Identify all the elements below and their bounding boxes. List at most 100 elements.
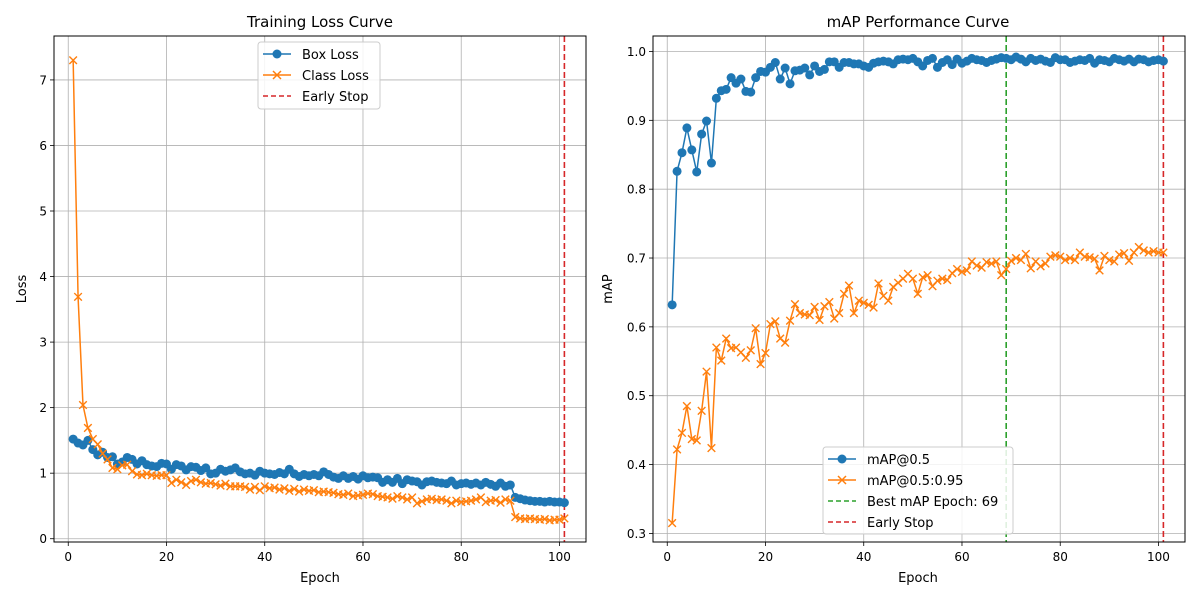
map-point-map-0-5-0-95-27 bbox=[795, 308, 805, 318]
map-point-map-0-5-0-95-29 bbox=[805, 310, 814, 320]
loss-ticks: 0 20 40 60 80 100 0 1 2 3 4 5 6 7 bbox=[39, 73, 571, 564]
map-ytick-label-5: 0.8 bbox=[627, 183, 646, 197]
map-point-map-0-5-0-95-21 bbox=[766, 319, 775, 329]
map-ytick-label-1: 0.4 bbox=[627, 458, 646, 472]
map-point-map-0-5-0-95-70 bbox=[1006, 256, 1016, 266]
map-point-map-0-5-0-95-16 bbox=[741, 353, 751, 363]
loss-xtick-label-80: 80 bbox=[454, 550, 469, 564]
map-point-map-0-5-0-95-88 bbox=[1095, 266, 1104, 275]
map-point-map-0-5-1 bbox=[667, 300, 677, 310]
loss-point-class-loss-76 bbox=[437, 495, 446, 504]
map-point-map-0-5-0-95-6 bbox=[692, 436, 702, 445]
map-point-map-0-5-0-95-37 bbox=[844, 281, 854, 290]
loss-point-class-loss-85 bbox=[481, 497, 491, 507]
map-point-map-0-5-0-95-63 bbox=[972, 261, 982, 270]
map-point-map-0-5-0-95-66 bbox=[987, 259, 996, 268]
map-point-map-0-5-3 bbox=[677, 148, 687, 158]
loss-chart-title: Training Loss Curve bbox=[246, 13, 393, 31]
loss-ytick-label-6: 6 bbox=[39, 139, 47, 153]
map-ytick-label-4: 0.7 bbox=[627, 252, 646, 266]
legend-map5095-label: mAP@0.5:0.95 bbox=[867, 474, 963, 489]
map-point-map-0-5-0-95-22 bbox=[771, 317, 780, 326]
map-ytick-label-3: 0.6 bbox=[627, 320, 646, 334]
map-ytick-label-0: 0.3 bbox=[627, 527, 646, 541]
map-point-map-0-5-2 bbox=[672, 166, 682, 176]
map-point-map-0-5-15 bbox=[736, 74, 746, 84]
loss-point-class-loss-42 bbox=[270, 483, 279, 492]
map-point-map-0-5-17 bbox=[746, 87, 756, 97]
map-plot-frame bbox=[652, 35, 1186, 543]
map-point-map-0-5-24 bbox=[780, 63, 790, 73]
loss-point-class-loss-101 bbox=[560, 514, 569, 523]
map-point-map-0-5-0-95-11 bbox=[716, 356, 726, 365]
loss-point-class-loss-13 bbox=[127, 466, 137, 476]
map-point-map-0-5-0-95-19 bbox=[756, 359, 765, 369]
map-point-map-0-5-0-95-90 bbox=[1105, 255, 1114, 265]
legend-class-loss-marker bbox=[272, 70, 282, 80]
loss-point-class-loss-97 bbox=[540, 514, 550, 524]
map-point-map-0-5-0-95-50 bbox=[908, 274, 918, 283]
loss-xtick-label-60: 60 bbox=[355, 550, 370, 564]
loss-point-class-loss-67 bbox=[393, 491, 402, 501]
map-point-map-0-5-0-95-80 bbox=[1055, 252, 1065, 261]
loss-point-class-loss-88 bbox=[496, 498, 505, 507]
loss-point-class-loss-21 bbox=[167, 478, 176, 488]
map-point-map-0-5-0-95-77 bbox=[1041, 259, 1050, 268]
map-x-axis-label: Epoch bbox=[898, 571, 938, 586]
loss-point-class-loss-40 bbox=[260, 481, 270, 491]
loss-ytick-label-4: 4 bbox=[39, 270, 47, 284]
loss-point-class-loss-46 bbox=[289, 484, 299, 494]
loss-series bbox=[68, 55, 569, 525]
map-point-map-0-5-0-95-65 bbox=[982, 257, 991, 267]
map-point-map-0-5-0-95-24 bbox=[780, 338, 790, 347]
map-point-map-0-5-0-95-45 bbox=[884, 296, 893, 305]
loss-xtick-label-20: 20 bbox=[159, 550, 174, 564]
legend-early-stop-label: Early Stop bbox=[302, 90, 369, 105]
loss-point-class-loss-26 bbox=[191, 475, 201, 485]
map-point-map-0-5-0-95-35 bbox=[834, 308, 844, 318]
map-point-map-0-5-0-95-3 bbox=[677, 428, 687, 438]
map-point-map-0-5-0-95-26 bbox=[790, 299, 800, 309]
map-point-map-0-5-0-95-74 bbox=[1026, 264, 1036, 273]
map-point-map-0-5-0-95-76 bbox=[1036, 261, 1045, 271]
loss-point-class-loss-50 bbox=[309, 485, 319, 495]
map-point-map-0-5-6 bbox=[692, 167, 702, 177]
loss-chart: 0 20 40 60 80 100 0 1 2 3 4 5 6 7 Training Loss Curve… bbox=[15, 13, 587, 586]
loss-point-class-loss-32 bbox=[221, 479, 230, 488]
map-point-map-0-5-0-95-91 bbox=[1109, 257, 1119, 266]
map-point-map-0-5-0-95-12 bbox=[721, 334, 731, 343]
map-point-map-0-5-0-95-69 bbox=[1001, 264, 1011, 274]
map-point-map-0-5-0-95-17 bbox=[746, 345, 756, 355]
map-point-map-0-5-12 bbox=[721, 84, 731, 94]
loss-point-class-loss-30 bbox=[211, 480, 220, 489]
loss-legend: Box Loss Class Loss Early Stop bbox=[257, 41, 381, 110]
map-xtick-label-80: 80 bbox=[1053, 550, 1068, 564]
map-point-map-0-5-0-95-92 bbox=[1114, 250, 1124, 259]
loss-xtick-label-0: 0 bbox=[64, 550, 72, 564]
map-point-map-0-5-0-95-83 bbox=[1070, 255, 1080, 265]
loss-point-class-loss-79 bbox=[452, 496, 461, 506]
map-point-map-0-5-0-95-72 bbox=[1016, 255, 1026, 265]
legend-map50-label: mAP@0.5 bbox=[867, 453, 930, 468]
legend-map50-marker bbox=[837, 454, 847, 464]
map-point-map-0-5-0-95-94 bbox=[1124, 256, 1134, 266]
map-xtick-label-60: 60 bbox=[954, 550, 969, 564]
loss-point-class-loss-89 bbox=[501, 495, 510, 504]
map-point-map-0-5-0-95-68 bbox=[996, 270, 1006, 280]
map-point-map-0-5-54 bbox=[928, 53, 938, 63]
map-point-map-0-5-0-95-52 bbox=[918, 273, 927, 282]
map-point-map-0-5-22 bbox=[770, 58, 780, 68]
map-point-map-0-5-0-95-9 bbox=[707, 443, 716, 453]
map-point-map-0-5-0-95-10 bbox=[712, 343, 721, 352]
loss-point-class-loss-9 bbox=[108, 463, 117, 473]
loss-point-box-loss-101 bbox=[559, 498, 569, 508]
map-point-map-0-5-29 bbox=[805, 70, 815, 80]
map-chart-title: mAP Performance Curve bbox=[827, 13, 1010, 31]
map-point-map-0-5-101 bbox=[1158, 56, 1168, 66]
loss-point-class-loss-29 bbox=[206, 478, 215, 488]
loss-point-class-loss-4 bbox=[83, 423, 93, 433]
map-point-map-0-5-0-95-73 bbox=[1021, 249, 1031, 259]
map-point-map-0-5-0-95-36 bbox=[839, 289, 849, 299]
map-point-map-0-5-0-95-30 bbox=[810, 302, 819, 312]
